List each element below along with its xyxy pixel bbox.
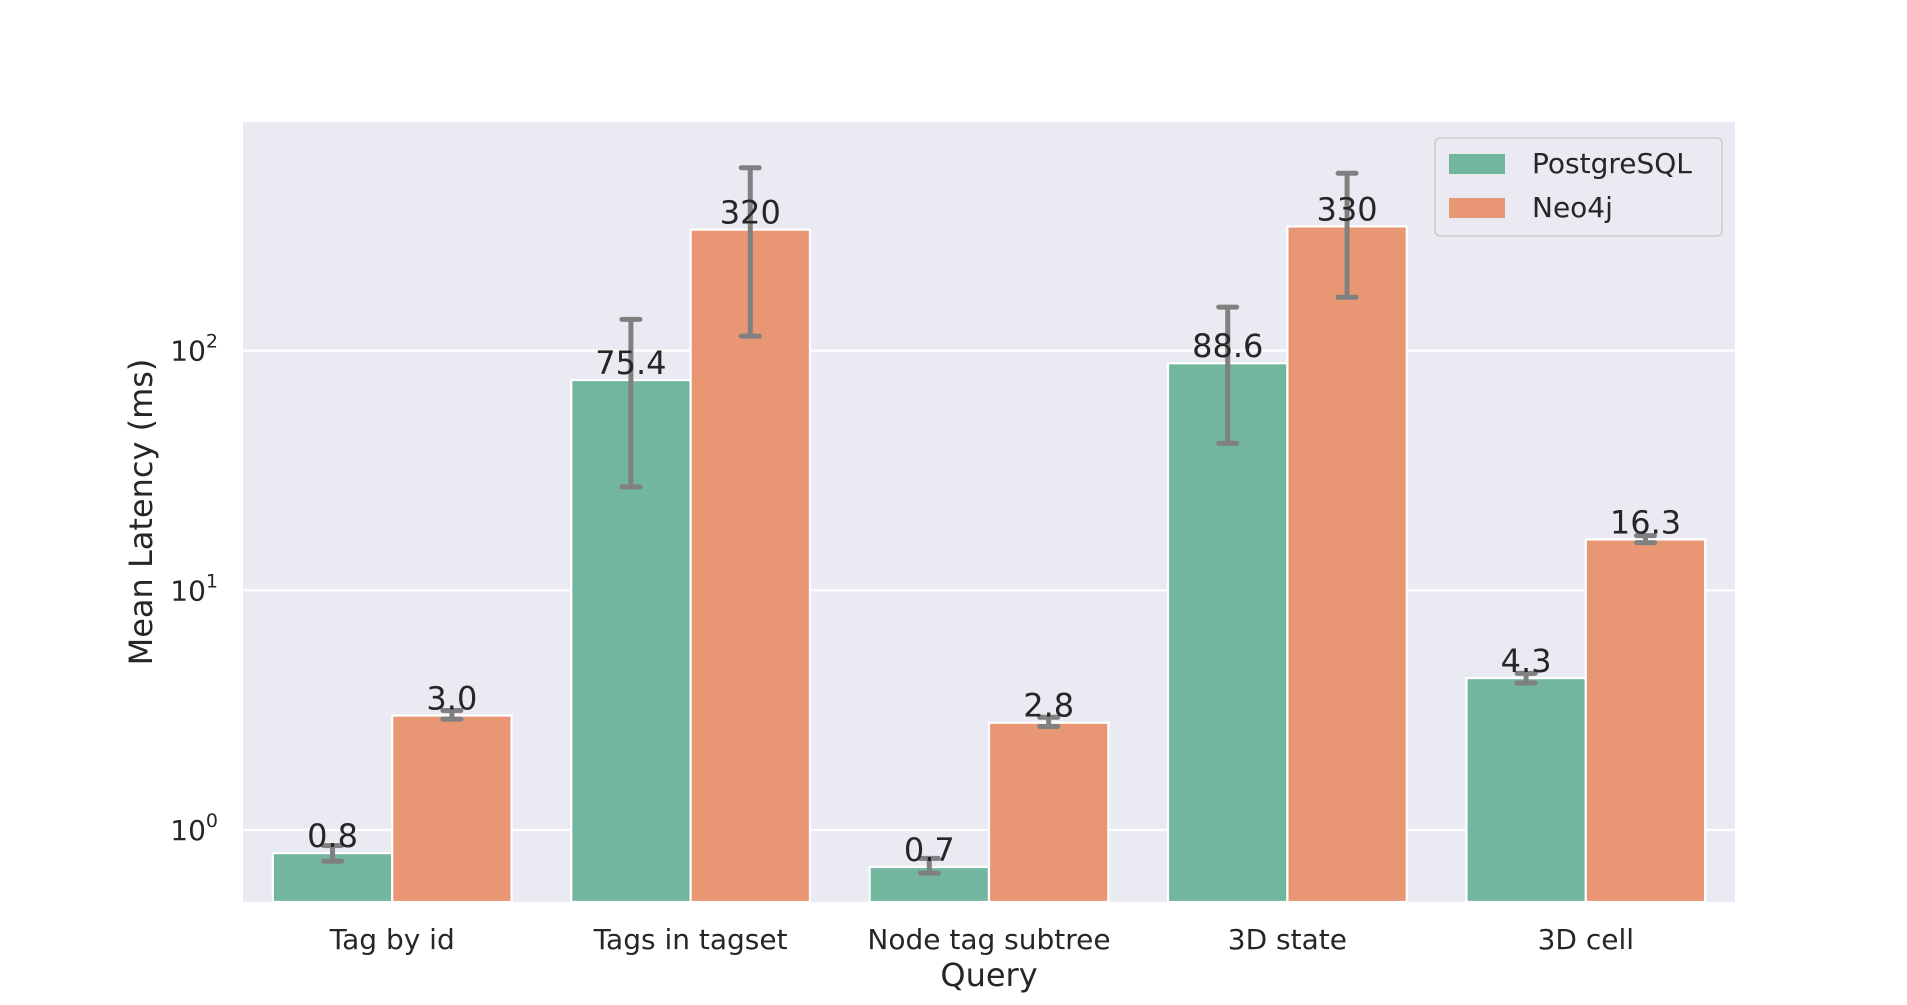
- bar-value-label: 320: [720, 194, 781, 232]
- bar-value-label: 88.6: [1192, 327, 1263, 365]
- bar-value-label: 16.3: [1610, 503, 1681, 541]
- bar-value-label: 3.0: [426, 680, 477, 718]
- legend-box: [1434, 137, 1723, 237]
- legend-label: Neo4j: [1532, 191, 1613, 224]
- bar-value-label: 330: [1317, 190, 1378, 228]
- bar-value-label: 2.8: [1023, 687, 1074, 725]
- legend-swatch: [1449, 154, 1505, 174]
- x-axis-title: Query: [940, 956, 1037, 994]
- bar-value-label: 75.4: [595, 344, 666, 382]
- bar-postgresql: [1465, 676, 1587, 904]
- y-axis-title: Mean Latency (ms): [122, 359, 160, 666]
- x-tick-label: 3D cell: [1538, 923, 1634, 956]
- legend-label: PostgreSQL: [1532, 147, 1692, 180]
- bar-neo4j: [1286, 225, 1408, 904]
- legend-swatch: [1449, 198, 1505, 218]
- bar-neo4j: [1584, 538, 1707, 904]
- bar-labels: 0.8 3.0 75.4 320 0.7 2.8 88.6 330 4.3 16.3: [307, 190, 1681, 869]
- bar-neo4j: [391, 714, 513, 904]
- y-tick-labels: 100 101 102: [170, 331, 218, 847]
- bar-value-label: 0.7: [904, 831, 955, 869]
- error-bars: [321, 165, 1657, 876]
- bar-value-label: 4.3: [1501, 642, 1552, 680]
- y-tick-label: 102: [170, 331, 218, 368]
- x-tick-label: Tag by id: [329, 923, 455, 956]
- bar-neo4j: [987, 721, 1110, 904]
- bar-postgresql: [1166, 362, 1289, 904]
- x-tick-label: 3D state: [1228, 923, 1347, 956]
- y-tick-label: 101: [170, 570, 218, 607]
- x-tick-labels: Tag by id Tags in tagset Node tag subtree 3…: [329, 923, 1634, 956]
- bar-value-label: 0.8: [307, 817, 358, 855]
- x-tick-label: Node tag subtree: [867, 923, 1110, 956]
- y-tick-label: 100: [170, 810, 218, 847]
- legend: PostgreSQL Neo4j: [1434, 137, 1723, 237]
- x-tick-label: Tags in tagset: [593, 923, 788, 956]
